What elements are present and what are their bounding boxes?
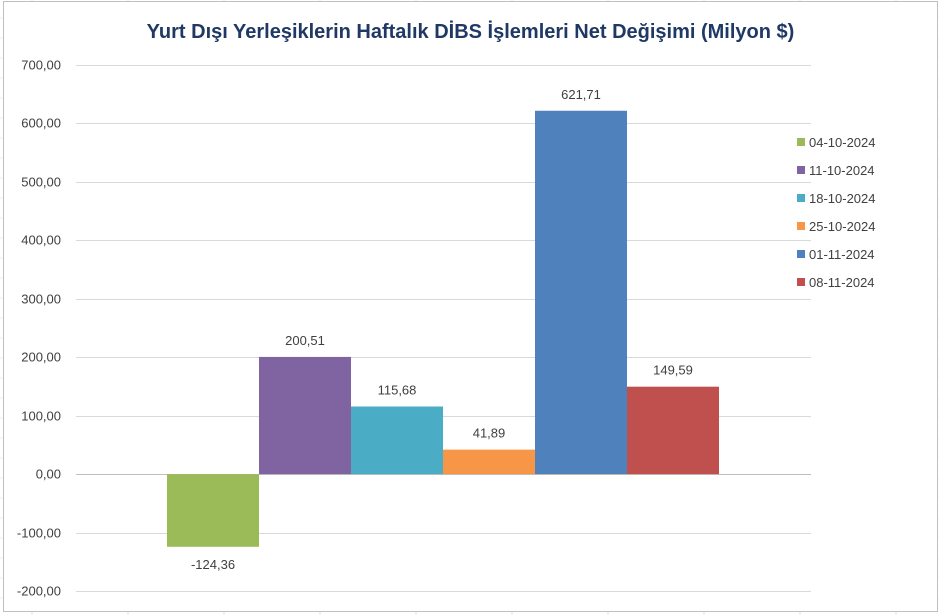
data-label: 115,68: [378, 383, 417, 398]
y-tick-label: 700,00: [21, 58, 61, 73]
legend-label: 04-10-2024: [809, 134, 876, 150]
legend-item: 01-11-2024: [797, 240, 876, 268]
data-label: 149,59: [653, 363, 693, 378]
legend-label: 18-10-2024: [809, 190, 876, 206]
legend-item: 04-10-2024: [797, 128, 876, 156]
legend: 04-10-2024 11-10-2024 18-10-2024 25-10-2024…: [797, 128, 876, 296]
legend-label: 25-10-2024: [809, 218, 876, 234]
legend-item: 08-11-2024: [797, 268, 876, 296]
bar-11-10-2024[interactable]: [259, 356, 351, 475]
y-tick-label: 100,00: [21, 409, 61, 424]
chart-title: Yurt Dışı Yerleşiklerin Haftalık DİBS İş…: [146, 21, 795, 43]
y-tick-label: -100,00: [17, 526, 61, 541]
legend-label: 08-11-2024: [809, 274, 875, 290]
y-tick-label: 200,00: [21, 350, 61, 365]
data-label: 41,89: [473, 426, 506, 441]
plot-area: -200,00 -100,00 0,00 100,00 200,00 300,00 400,…: [17, 58, 811, 599]
y-tick-label: 600,00: [21, 116, 61, 131]
data-label: -124,36: [191, 557, 235, 572]
legend-label: 11-10-2024: [809, 162, 875, 178]
legend-label: 01-11-2024: [809, 246, 875, 262]
chart-area[interactable]: Yurt Dışı Yerleşiklerin Haftalık DİBS İş…: [3, 1, 938, 612]
y-tick-label: 0,00: [36, 467, 61, 482]
legend-swatch: [797, 222, 805, 230]
legend-item: 18-10-2024: [797, 184, 876, 212]
legend-swatch: [797, 138, 805, 146]
bar-08-11-2024[interactable]: [627, 386, 719, 475]
legend-swatch: [797, 194, 805, 202]
legend-swatch: [797, 250, 805, 258]
y-tick-label: -200,00: [17, 584, 61, 599]
legend-item: 25-10-2024: [797, 212, 876, 240]
y-tick-label: 400,00: [21, 233, 61, 248]
data-label: 200,51: [285, 333, 325, 348]
legend-swatch: [797, 278, 805, 286]
y-tick-label: 300,00: [21, 292, 61, 307]
data-label: 621,71: [561, 87, 601, 102]
y-tick-label: 500,00: [21, 175, 61, 190]
bar-01-11-2024[interactable]: [535, 110, 627, 475]
bar-18-10-2024[interactable]: [351, 406, 443, 475]
legend-item: 11-10-2024: [797, 156, 876, 184]
legend-swatch: [797, 166, 805, 174]
bar-04-10-2024[interactable]: [167, 474, 259, 547]
bar-25-10-2024[interactable]: [443, 449, 535, 475]
